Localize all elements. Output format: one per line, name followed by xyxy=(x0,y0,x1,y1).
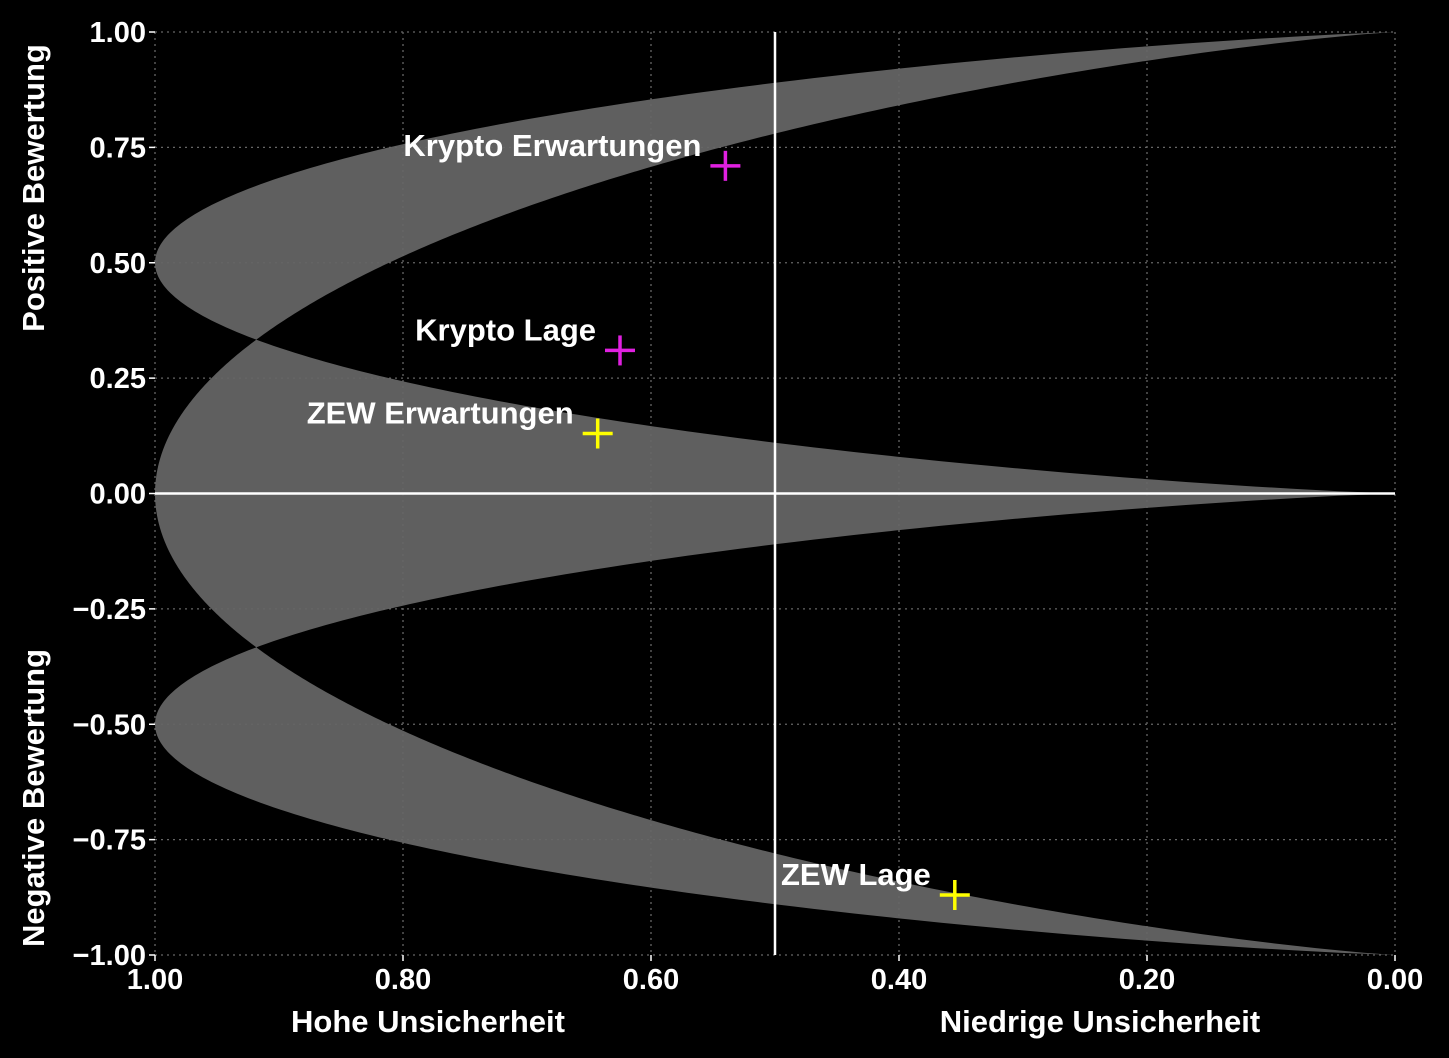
data-points: Krypto Erwartungen Krypto Lage ZEW Erwartu… xyxy=(307,128,970,911)
y-axis-ticks: 1.00 0.75 0.50 0.25 0.00 −0.25 −0.50 −0.75 −1.00 xyxy=(73,17,155,972)
data-point-label: ZEW Lage xyxy=(781,857,931,892)
y-tick-label: −0.75 xyxy=(73,825,146,857)
data-point-label: ZEW Erwartungen xyxy=(307,396,574,431)
data-point-label: Krypto Erwartungen xyxy=(403,128,701,163)
data-point-label: Krypto Lage xyxy=(415,312,596,347)
x-axis-title-right: Niedrige Unsicherheit xyxy=(940,1004,1260,1039)
y-tick-label: −1.00 xyxy=(73,940,146,972)
y-axis-title-bottom: Negative Bewertung xyxy=(16,649,51,947)
x-tick-label: 0.20 xyxy=(1119,964,1175,996)
x-axis-title-left: Hohe Unsicherheit xyxy=(291,1004,565,1039)
y-tick-label: 0.25 xyxy=(90,363,146,395)
x-axis-ticks: 1.00 0.80 0.60 0.40 0.20 0.00 xyxy=(127,955,1423,996)
y-tick-label: −0.50 xyxy=(73,709,146,741)
reference-lines xyxy=(155,32,1395,955)
x-tick-label: 0.60 xyxy=(623,964,679,996)
y-tick-label: 1.00 xyxy=(90,17,146,49)
x-tick-label: 0.40 xyxy=(871,964,927,996)
data-point-marker xyxy=(710,150,741,181)
y-tick-label: 0.00 xyxy=(90,479,146,511)
x-tick-label: 0.80 xyxy=(375,964,431,996)
y-tick-label: −0.25 xyxy=(73,594,146,626)
y-tick-label: 0.75 xyxy=(90,132,146,164)
x-tick-label: 0.00 xyxy=(1367,964,1423,996)
y-tick-label: 0.50 xyxy=(90,248,146,280)
data-point-marker xyxy=(939,880,970,911)
data-point-marker xyxy=(605,335,635,366)
y-axis-title-top: Positive Bewertung xyxy=(16,44,51,332)
data-point-marker xyxy=(582,418,613,449)
x-tick-label: 1.00 xyxy=(127,964,183,996)
